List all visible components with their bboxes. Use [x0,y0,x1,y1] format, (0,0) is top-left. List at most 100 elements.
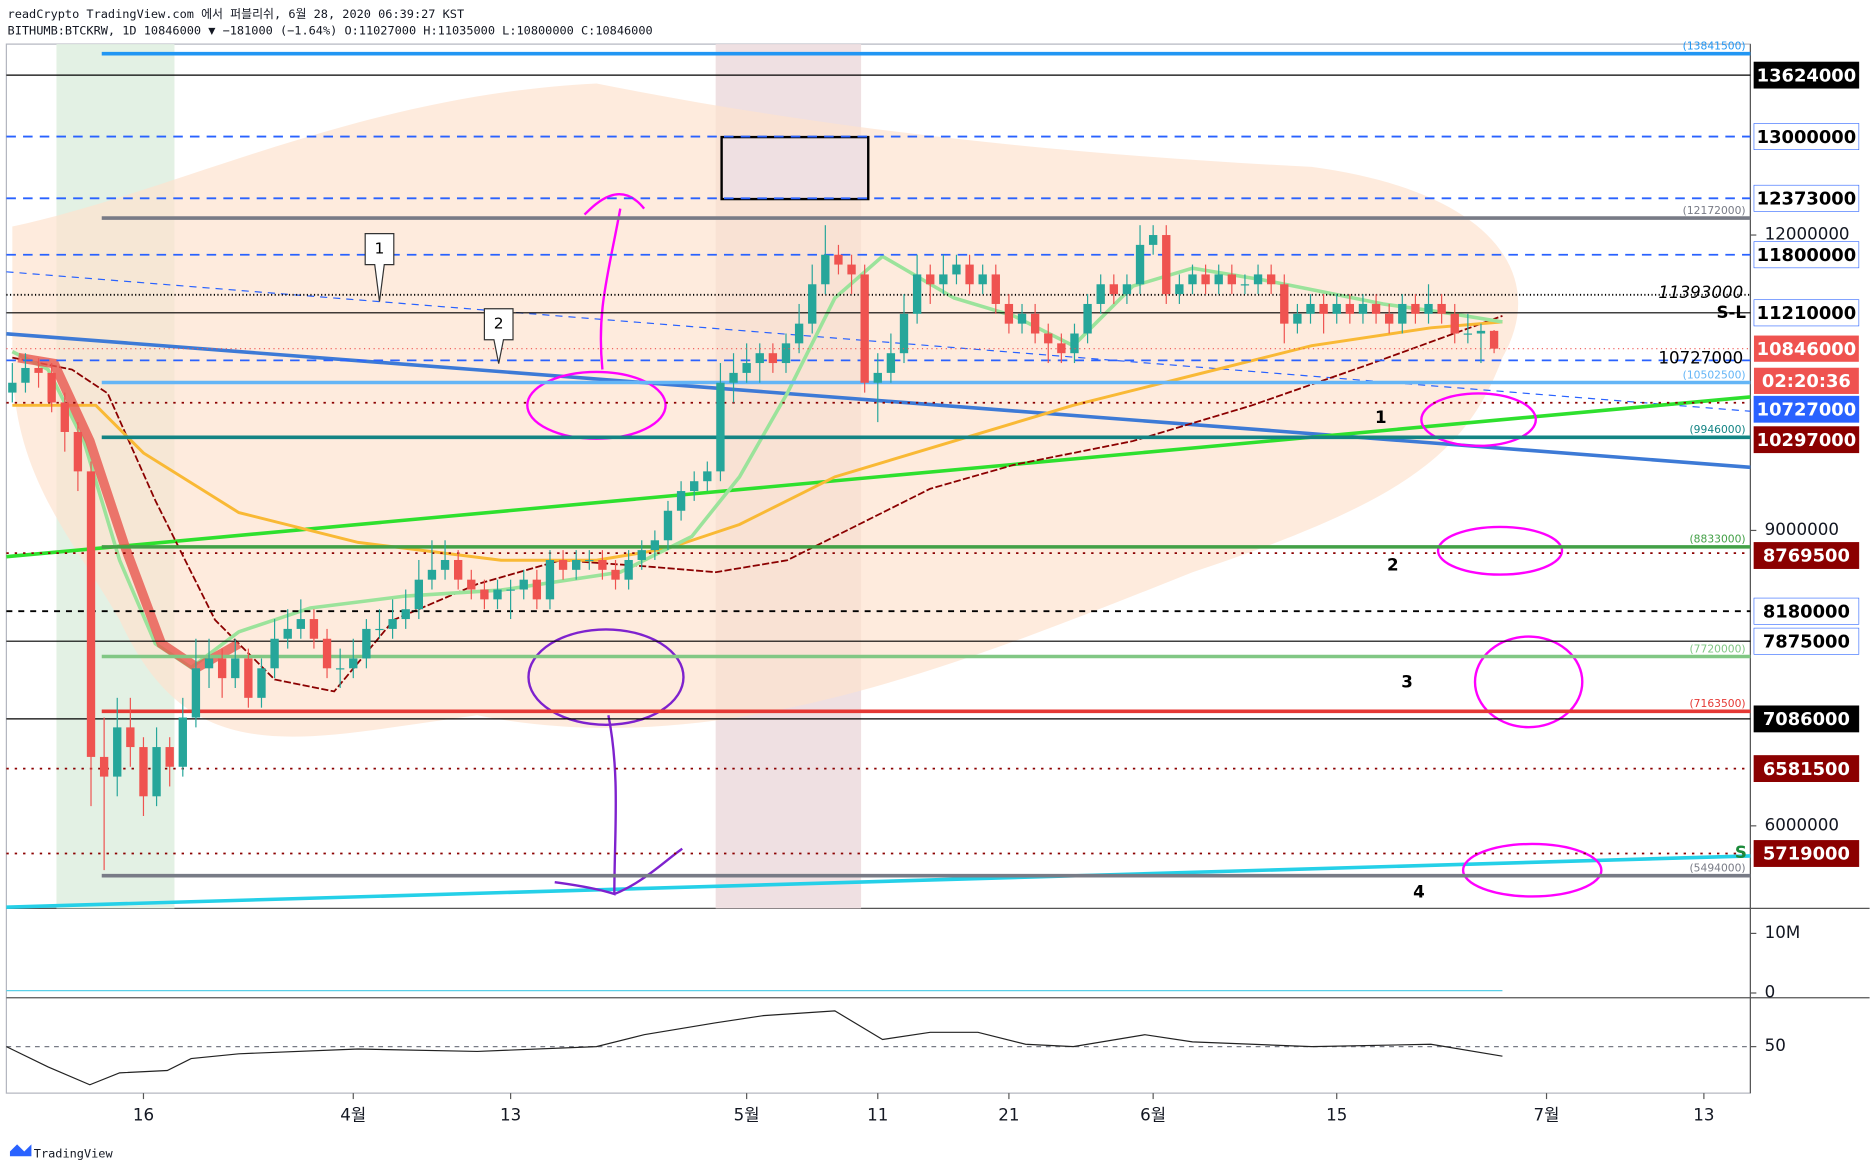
candle-body [1214,274,1223,285]
candle-body [624,559,633,580]
level-text: 10727000 [1658,349,1743,368]
candle-body [781,343,791,364]
price-badge [1753,61,1860,89]
price-badge-label: 13000000 [1757,127,1857,148]
candle-body [572,559,581,570]
price-badge-label: 11800000 [1757,245,1857,266]
candle-body [480,589,489,600]
candle-body [283,628,292,639]
candle-body [808,284,817,324]
level-label: (13841500) [1683,40,1746,53]
candle-body [1135,244,1145,285]
header-line2: BITHUMB:BTCKRW, 1D 10846000 ▼ −181000 (−… [8,23,653,37]
candle-body [1306,303,1315,314]
x-tick-label: 21 [998,1105,1019,1124]
candle-body [1489,330,1499,349]
x-tick-label: 11 [867,1105,888,1124]
volume-tick-label: 0 [1765,982,1776,1001]
candle-body [899,313,909,354]
trendline [6,395,1751,559]
callout-label: 2 [494,315,504,333]
rsi-tick-label: 50 [1765,1036,1786,1055]
candle-body [611,569,620,580]
drawing [1461,842,1603,898]
candle-body [1371,303,1381,314]
candle-body [467,579,476,590]
candle-body [21,367,30,383]
price-badge-label: 13624000 [1757,65,1857,86]
candle-body [99,756,109,777]
price-badge-label: 7086000 [1763,709,1850,730]
candle-body [47,372,56,403]
level-label: (9946000) [1690,423,1746,436]
drawing [583,193,646,370]
candle-body [978,274,987,285]
candle-body [755,353,764,364]
candle-body [716,382,725,472]
candle-body [952,264,961,275]
candle-body [690,481,699,492]
candle-body [1358,303,1368,314]
zone-number: 1 [1375,408,1387,427]
moving-average [12,320,1503,562]
callout [483,308,514,364]
candle-body [598,559,607,570]
candle-body [152,747,161,797]
candle-body [244,658,253,698]
candle-body [1476,330,1486,334]
candle-body [637,550,646,560]
candle-body [1175,284,1184,295]
candle-body [768,353,778,364]
price-badge-label: 5719000 [1763,844,1850,865]
price-badge [1753,542,1860,569]
candle-body [60,402,69,432]
y-tick-label: 12000000 [1765,225,1850,244]
candle-body [545,559,555,600]
level-text: 11393000 [1658,283,1743,302]
candle-body [270,638,279,669]
candle-body [1044,333,1053,344]
candle-body [1083,303,1092,334]
drawing [1420,392,1537,448]
candle-body [742,363,751,373]
candle-body [794,323,804,344]
candle-body [926,274,935,285]
last-price-badge [1753,335,1859,362]
level-label: (12172000) [1683,204,1746,217]
candle-body [34,367,43,373]
support-label: S [1735,843,1747,862]
stop-loss-label: S-L [1717,303,1747,322]
candle-body [663,510,673,541]
candle-body [335,668,345,670]
candle-body [1227,274,1236,285]
price-badge [1753,184,1860,212]
price-badge [1753,597,1860,625]
candle-body [440,559,450,570]
candle-body [309,619,319,639]
candle-body [1332,303,1341,314]
x-tick-label: 5월 [734,1105,760,1124]
level-label: (8833000) [1690,533,1746,546]
last-price-label: 10846000 [1757,339,1857,360]
x-tick-label: 4월 [340,1105,366,1124]
candle-body [1411,303,1420,314]
x-tick-label: 7월 [1534,1105,1560,1124]
countdown-label: 02:20:36 [1762,371,1851,392]
candle-body [558,559,568,570]
candle-body [1096,284,1105,304]
candle-body [178,717,187,767]
candle-body [139,747,148,797]
zone-number: 4 [1413,882,1425,901]
candle-body [453,559,463,580]
price-badge-label: 12373000 [1757,188,1857,209]
candle-body [939,274,948,285]
brand-logo [9,1144,32,1157]
y-tick-label: 6000000 [1765,815,1839,834]
candle-body [1319,303,1328,314]
price-badge-label: 7875000 [1763,631,1850,652]
candle-body [126,727,135,748]
candle-body [257,668,266,698]
rsi-line [6,1010,1503,1086]
candle-body [886,353,896,373]
candle-body [873,372,882,383]
